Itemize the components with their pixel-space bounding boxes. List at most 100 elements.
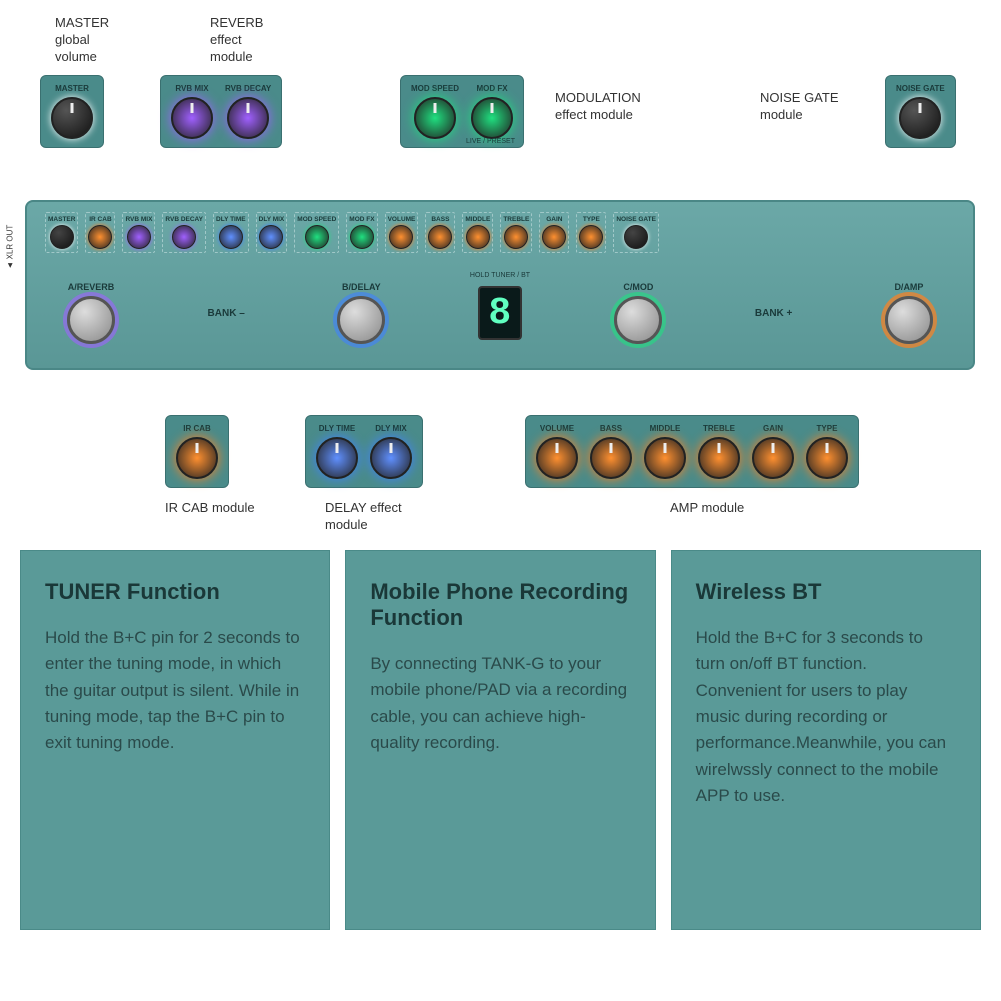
knob-label: DLY MIX — [375, 424, 407, 433]
knob-label: VOLUME — [540, 424, 574, 433]
mini-knob-label: NOISE GATE — [616, 216, 656, 223]
mini-knob-unit: GAIN — [539, 212, 569, 253]
noise-gate-knob[interactable] — [899, 97, 941, 139]
amp-callout-label: AMP module — [670, 500, 744, 517]
knob-label: BASS — [600, 424, 622, 433]
mod-fx-knob-unit: MOD FX — [471, 84, 513, 139]
amp-knob[interactable] — [590, 437, 632, 479]
amp-knob[interactable] — [752, 437, 794, 479]
amp-knob-unit: VOLUME — [536, 424, 578, 479]
noise-gate-knob-unit: NOISE GATE — [896, 84, 945, 139]
foot-a-button[interactable] — [67, 296, 115, 344]
mini-knob-unit: IR CAB — [85, 212, 115, 253]
mini-knob[interactable] — [88, 225, 112, 249]
mini-knob[interactable] — [219, 225, 243, 249]
knob-label: DLY TIME — [319, 424, 355, 433]
mini-knob[interactable] — [466, 225, 490, 249]
reverb-module: RVB MIX RVB DECAY — [160, 75, 282, 148]
segment-display: 8 — [478, 286, 522, 340]
mini-knob[interactable] — [50, 225, 74, 249]
mini-knob-label: TREBLE — [503, 216, 529, 223]
mini-knob[interactable] — [172, 225, 196, 249]
master-knob[interactable] — [51, 97, 93, 139]
mini-knob[interactable] — [428, 225, 452, 249]
noise-gate-callout-label: NOISE GATE module — [760, 90, 839, 124]
rvb-mix-knob[interactable] — [171, 97, 213, 139]
amp-knob-unit: MIDDLE — [644, 424, 686, 479]
info-cards-row: TUNER Function Hold the B+C pin for 2 se… — [20, 550, 981, 930]
main-pedal-body: MASTERIR CABRVB MIXRVB DECAYDLY TIMEDLY … — [25, 200, 975, 370]
mini-knob[interactable] — [389, 225, 413, 249]
foot-d-button[interactable] — [885, 296, 933, 344]
dly-time-knob-unit: DLY TIME — [316, 424, 358, 479]
mini-knob[interactable] — [350, 225, 374, 249]
delay-callout-label: DELAY effect module — [325, 500, 402, 534]
mini-knob[interactable] — [127, 225, 151, 249]
card-title: TUNER Function — [45, 579, 305, 605]
ir-cab-callout-label: IR CAB module — [165, 500, 255, 517]
amp-knob-unit: GAIN — [752, 424, 794, 479]
mini-knob-unit: BASS — [425, 212, 455, 253]
foot-c-button[interactable] — [614, 296, 662, 344]
mini-knob[interactable] — [624, 225, 648, 249]
foot-b-button[interactable] — [337, 296, 385, 344]
reverb-callout-label: REVERB effect module — [210, 15, 263, 66]
knob-label: MASTER — [55, 84, 89, 93]
delay-module: DLY TIME DLY MIX — [305, 415, 423, 488]
mini-knob-unit: NOISE GATE — [613, 212, 659, 253]
modulation-module: MOD SPEED MOD FX LIVE / PRESET — [400, 75, 524, 148]
amp-knob-unit: TYPE — [806, 424, 848, 479]
pedal-knobs-row: MASTERIR CABRVB MIXRVB DECAYDLY TIMEDLY … — [45, 212, 955, 253]
amp-knob[interactable] — [806, 437, 848, 479]
xlr-out-label: ◄ XLR OUT — [6, 225, 15, 270]
mini-knob-label: RVB DECAY — [165, 216, 203, 223]
knob-label: MIDDLE — [650, 424, 681, 433]
knob-label: TYPE — [817, 424, 838, 433]
modulation-callout-label: MODULATION effect module — [555, 90, 641, 124]
rvb-decay-knob[interactable] — [227, 97, 269, 139]
mini-knob[interactable] — [259, 225, 283, 249]
live-preset-label: LIVE / PRESET — [466, 138, 515, 145]
mod-speed-knob[interactable] — [414, 97, 456, 139]
card-title: Wireless BT — [696, 579, 956, 605]
mini-knob[interactable] — [305, 225, 329, 249]
mini-knob[interactable] — [504, 225, 528, 249]
bank-plus-label: BANK + — [755, 308, 793, 319]
mini-knob-unit: TYPE — [576, 212, 606, 253]
ir-cab-knob[interactable] — [176, 437, 218, 479]
card-body: By connecting TANK-G to your mobile phon… — [370, 651, 630, 756]
mini-knob-unit: MASTER — [45, 212, 78, 253]
mini-knob-label: MOD FX — [349, 216, 374, 223]
master-module: MASTER — [40, 75, 104, 148]
foot-d-amp: D/AMP — [885, 282, 933, 344]
card-title: Mobile Phone Recording Function — [370, 579, 630, 631]
mod-fx-knob[interactable] — [471, 97, 513, 139]
ir-cab-knob-unit: IR CAB — [176, 424, 218, 479]
amp-knob-unit: TREBLE — [698, 424, 740, 479]
mini-knob-unit: RVB MIX — [122, 212, 155, 253]
noise-gate-module: NOISE GATE — [885, 75, 956, 148]
amp-knob[interactable] — [698, 437, 740, 479]
mini-knob-unit: TREBLE — [500, 212, 532, 253]
knob-label: MOD SPEED — [411, 84, 459, 93]
dly-mix-knob[interactable] — [370, 437, 412, 479]
dly-time-knob[interactable] — [316, 437, 358, 479]
knob-label: NOISE GATE — [896, 84, 945, 93]
mini-knob[interactable] — [542, 225, 566, 249]
mini-knob-label: MIDDLE — [465, 216, 490, 223]
foot-b-delay: B/DELAY — [337, 282, 385, 344]
knob-label: MOD FX — [476, 84, 507, 93]
mini-knob-label: MASTER — [48, 216, 75, 223]
ir-cab-module: IR CAB — [165, 415, 229, 488]
foot-label: D/AMP — [894, 282, 923, 292]
foot-switch-row: A/REVERB BANK – B/DELAY 8 C/MOD BANK + D… — [67, 282, 933, 344]
amp-knob[interactable] — [536, 437, 578, 479]
foot-c-mod: C/MOD — [614, 282, 662, 344]
amp-knob[interactable] — [644, 437, 686, 479]
foot-label: C/MOD — [623, 282, 653, 292]
mini-knob-label: RVB MIX — [125, 216, 152, 223]
card-body: Hold the B+C pin for 2 seconds to enter … — [45, 625, 305, 757]
mini-knob[interactable] — [579, 225, 603, 249]
card-body: Hold the B+C for 3 seconds to turn on/of… — [696, 625, 956, 809]
mini-knob-unit: VOLUME — [385, 212, 419, 253]
